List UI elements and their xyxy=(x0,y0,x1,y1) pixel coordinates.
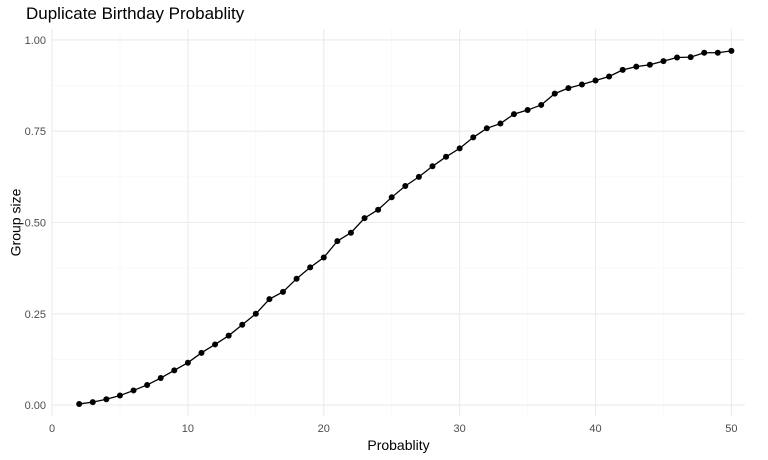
data-point xyxy=(687,54,694,61)
data-point xyxy=(307,264,314,271)
data-point xyxy=(76,400,83,407)
major-gridlines xyxy=(51,29,745,416)
data-point xyxy=(361,215,368,222)
data-point xyxy=(415,173,422,180)
y-tick-label: 0.75 xyxy=(25,126,46,138)
data-point xyxy=(606,73,613,80)
chart-title: Duplicate Birthday Probablity xyxy=(26,4,245,23)
data-point xyxy=(674,54,681,61)
data-point xyxy=(144,381,151,388)
data-point xyxy=(239,321,246,328)
x-tick-label: 30 xyxy=(454,423,466,435)
data-point xyxy=(646,61,653,68)
data-point xyxy=(402,182,409,189)
data-point xyxy=(388,194,395,201)
data-point xyxy=(103,396,110,403)
data-series xyxy=(76,47,735,407)
series-line xyxy=(79,50,732,405)
data-point xyxy=(660,58,667,65)
data-point xyxy=(551,90,558,97)
y-axis-title: Group size xyxy=(8,188,24,256)
data-point xyxy=(565,85,572,92)
data-point xyxy=(334,238,341,245)
data-point xyxy=(375,206,382,213)
y-tick-label: 0.25 xyxy=(25,309,46,321)
data-point xyxy=(728,47,735,54)
data-point xyxy=(538,101,545,108)
data-point xyxy=(483,125,490,132)
x-axis-title: Probablity xyxy=(367,437,429,453)
data-point xyxy=(198,349,205,356)
data-point xyxy=(701,49,708,56)
data-point xyxy=(497,120,504,127)
data-point xyxy=(511,111,517,118)
data-point xyxy=(89,399,96,406)
y-tick-label: 1.00 xyxy=(25,35,46,47)
data-point xyxy=(578,81,585,88)
x-tick-label: 20 xyxy=(318,423,330,435)
data-point xyxy=(443,153,450,160)
data-point xyxy=(456,145,463,152)
data-point xyxy=(633,63,640,70)
x-tick-label: 10 xyxy=(182,423,194,435)
data-point xyxy=(347,229,354,236)
data-point xyxy=(130,387,137,394)
data-point xyxy=(524,107,531,114)
y-tick-label: 0.50 xyxy=(25,218,46,230)
x-axis-tick-labels: 0 10 20 30 40 50 xyxy=(49,423,738,435)
data-point xyxy=(157,375,164,382)
data-point xyxy=(320,254,327,261)
y-tick-label: 0.00 xyxy=(25,400,46,412)
data-point xyxy=(280,288,286,295)
x-tick-label: 50 xyxy=(725,423,737,435)
data-point xyxy=(470,134,477,141)
data-point xyxy=(266,296,273,303)
x-tick-label: 0 xyxy=(49,423,55,435)
data-point xyxy=(171,367,178,374)
data-point xyxy=(293,275,300,282)
data-point xyxy=(225,332,232,339)
data-point xyxy=(184,359,191,366)
x-tick-label: 40 xyxy=(589,423,601,435)
data-point xyxy=(116,392,123,399)
data-point xyxy=(252,310,259,317)
data-point xyxy=(212,341,219,348)
data-point xyxy=(429,163,436,170)
data-point xyxy=(592,77,599,84)
data-point xyxy=(619,66,626,73)
data-point xyxy=(714,49,721,56)
y-axis-tick-labels: 0.00 0.25 0.50 0.75 1.00 xyxy=(25,35,46,412)
